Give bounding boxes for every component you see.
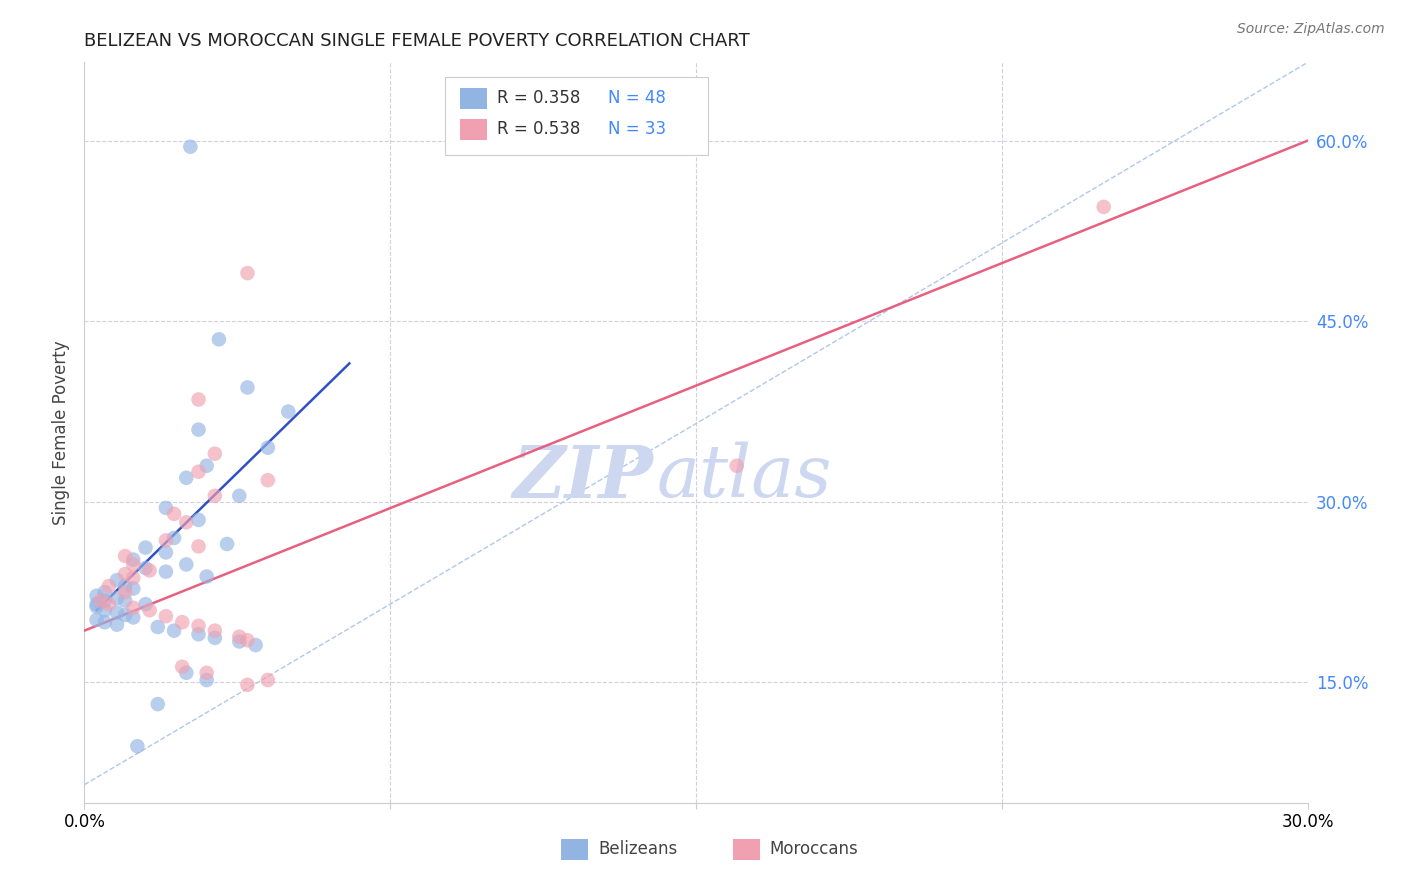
Point [187,627,209,641]
Point [155,609,177,624]
Point [114,585,136,599]
Point [155,565,177,579]
Point [187,465,209,479]
Point [245,638,267,652]
Point [105,573,128,587]
Point [257,473,280,487]
Point [187,392,209,407]
Text: R = 0.538: R = 0.538 [496,120,579,138]
Point [172,659,194,673]
FancyBboxPatch shape [460,88,486,109]
Point [187,619,209,633]
Point [114,607,136,622]
Point [114,579,136,593]
Point [208,332,231,346]
Text: R = 0.358: R = 0.358 [496,89,579,107]
Point [105,617,128,632]
Point [105,606,128,620]
Point [174,471,197,485]
Text: atlas: atlas [657,442,832,512]
Point [277,404,299,418]
FancyBboxPatch shape [446,78,709,155]
Point [138,564,160,578]
Point [135,597,157,611]
Point [204,624,226,638]
Point [122,552,145,566]
Point [179,139,201,153]
Y-axis label: Single Female Poverty: Single Female Poverty [52,341,70,524]
Point [155,500,177,515]
Point [174,558,197,572]
Point [236,380,259,394]
Text: Belizeans: Belizeans [598,840,678,858]
Point [127,739,149,754]
Point [163,507,186,521]
Point [114,593,136,607]
Point [228,630,250,644]
Point [122,558,145,572]
Point [97,597,120,611]
Point [174,516,197,530]
Point [114,567,136,582]
Point [135,561,157,575]
Point [228,489,250,503]
Point [187,540,209,554]
Point [122,571,145,585]
Point [204,631,226,645]
Point [97,579,120,593]
Text: N = 33: N = 33 [607,120,666,138]
Point [174,665,197,680]
Point [93,593,115,607]
Point [114,549,136,563]
Point [236,678,259,692]
Point [122,610,145,624]
Point [146,620,169,634]
Point [725,458,748,473]
Text: Source: ZipAtlas.com: Source: ZipAtlas.com [1237,22,1385,37]
Point [228,634,250,648]
FancyBboxPatch shape [561,839,588,860]
Point [204,447,226,461]
Point [195,673,218,687]
Point [195,665,218,680]
Point [93,585,115,599]
Point [204,489,226,503]
Point [122,600,145,615]
Point [163,531,186,545]
Point [86,599,108,614]
Point [187,513,209,527]
Point [217,537,239,551]
Point [236,633,259,648]
FancyBboxPatch shape [733,839,759,860]
Point [236,266,259,280]
Point [195,569,218,583]
Text: Moroccans: Moroccans [769,840,858,858]
Point [172,615,194,630]
FancyBboxPatch shape [460,120,486,140]
Point [1092,200,1115,214]
Point [86,589,108,603]
Point [138,603,160,617]
Point [155,545,177,559]
Point [105,591,128,606]
Text: ZIP: ZIP [512,442,654,513]
Point [146,697,169,711]
Point [163,624,186,638]
Point [86,613,108,627]
Point [257,441,280,455]
Point [187,423,209,437]
Point [195,458,218,473]
Point [86,597,108,611]
Point [90,593,112,607]
Point [93,615,115,630]
Point [135,541,157,555]
Point [257,673,280,687]
Point [122,582,145,596]
Point [93,603,115,617]
Point [155,533,177,548]
Text: N = 48: N = 48 [607,89,666,107]
Text: BELIZEAN VS MOROCCAN SINGLE FEMALE POVERTY CORRELATION CHART: BELIZEAN VS MOROCCAN SINGLE FEMALE POVER… [84,32,751,50]
